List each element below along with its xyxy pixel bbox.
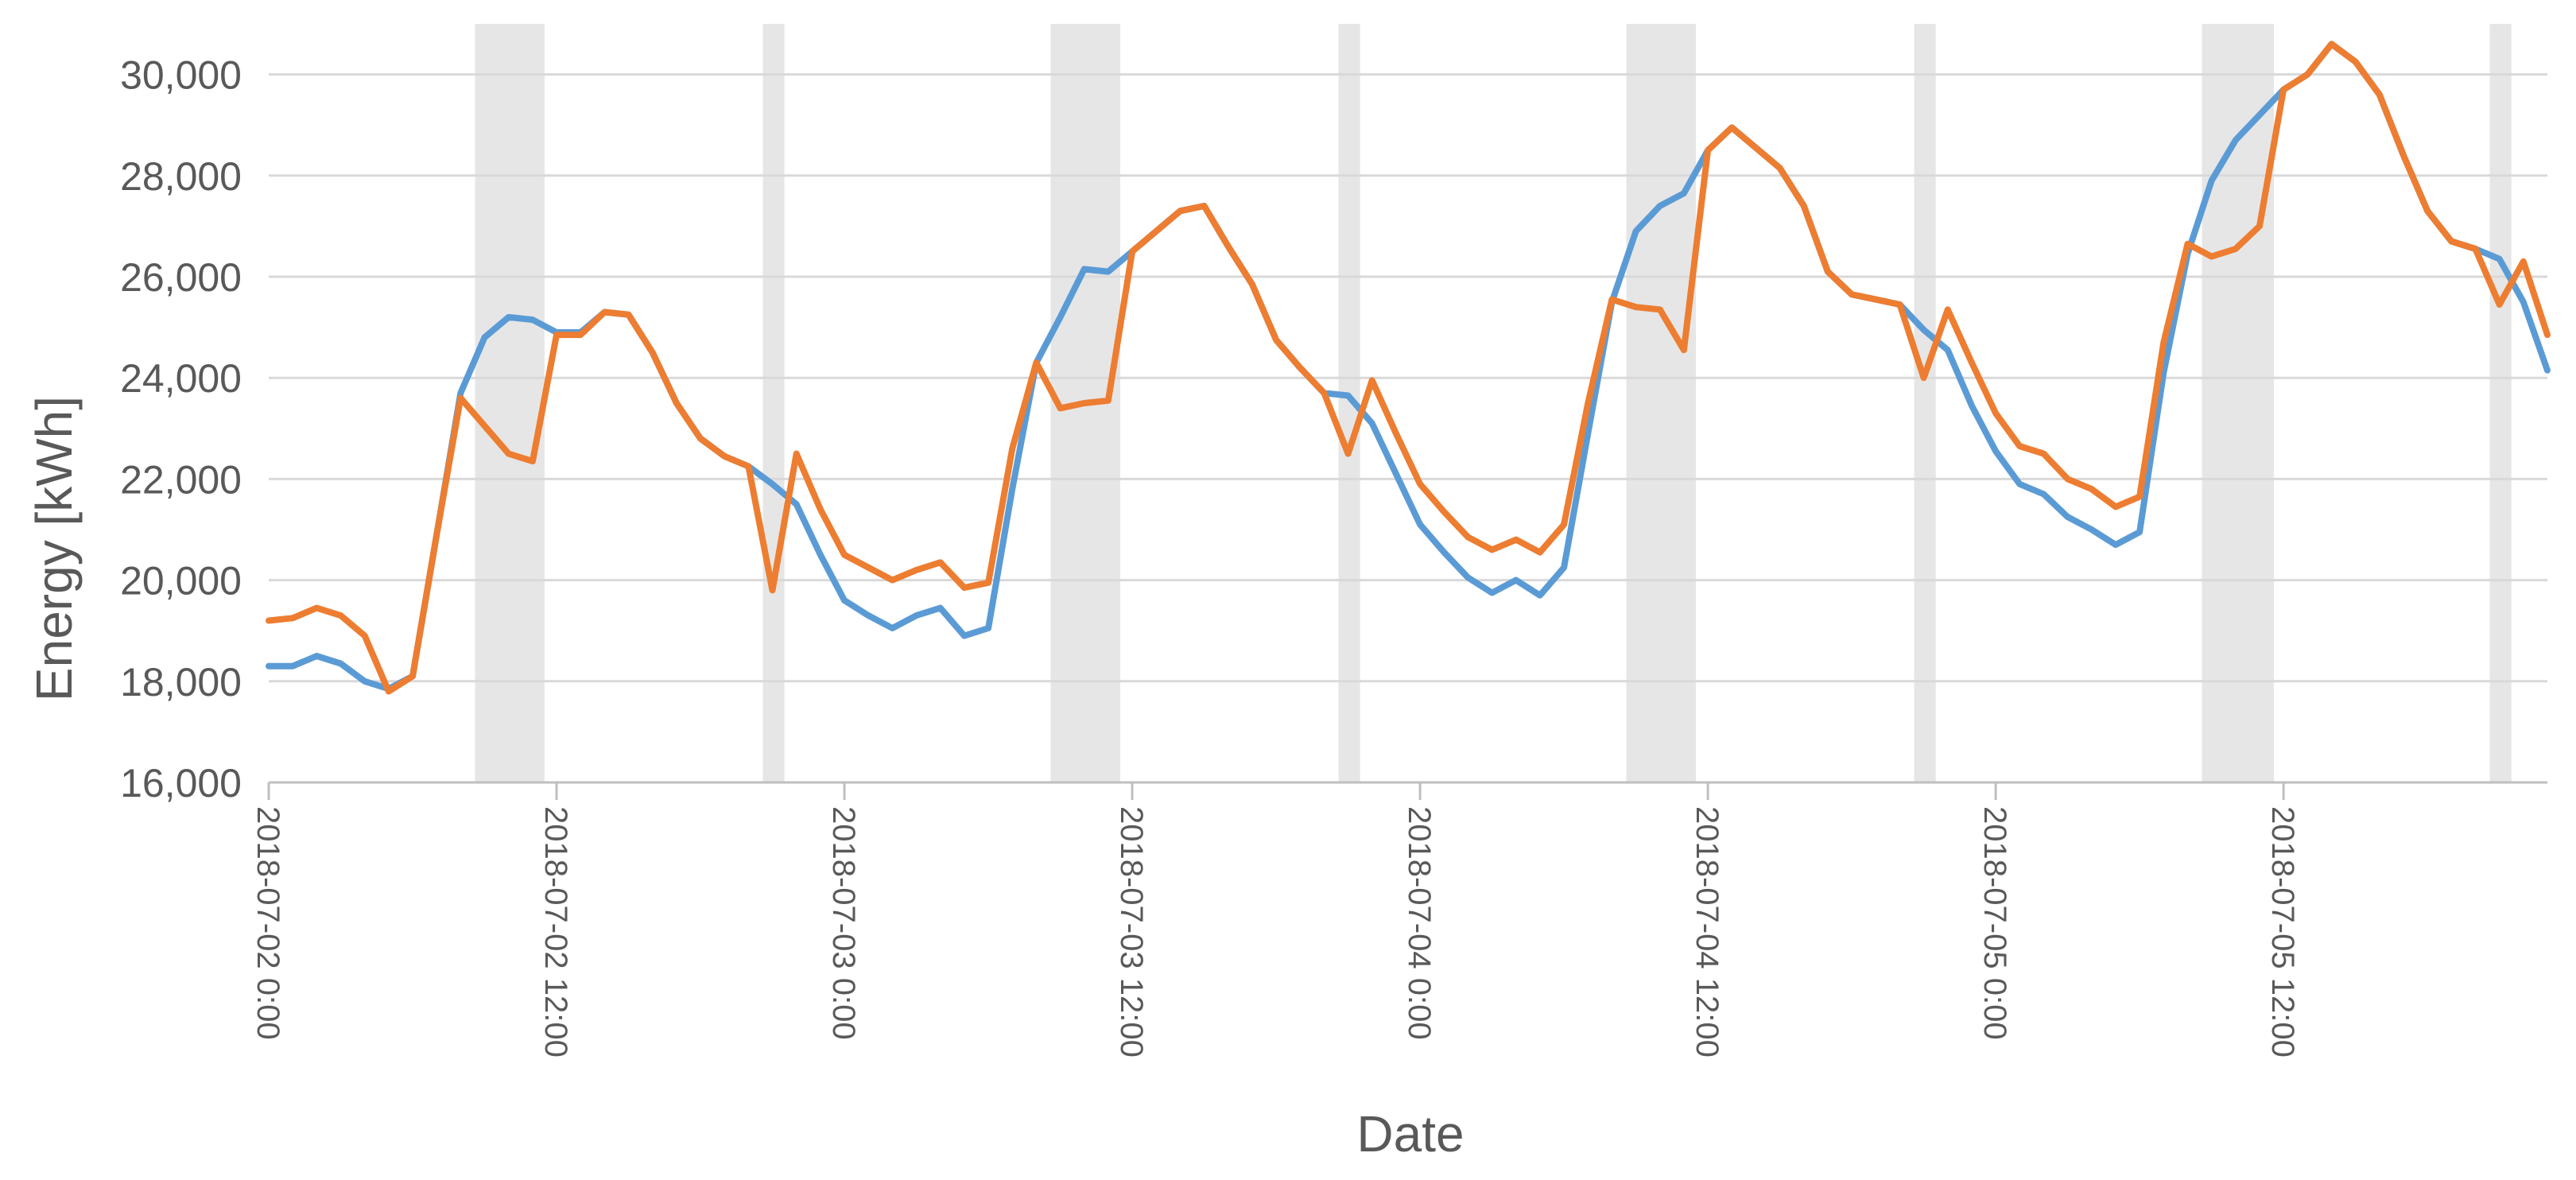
series-line-1 xyxy=(266,41,2551,695)
y-tick-label: 16,000 xyxy=(120,761,242,805)
axes xyxy=(267,781,2547,800)
y-tick-label: 22,000 xyxy=(120,457,242,502)
x-tick-label: 2018-07-03 12:00 xyxy=(1114,806,1149,1058)
y-tick-label: 28,000 xyxy=(120,154,242,199)
y-axis-ticks: 16,000 18,000 20,000 22,000 24,000 26,000 28,0… xyxy=(120,53,242,805)
x-tick-label: 2018-07-04 12:00 xyxy=(1690,806,1724,1058)
shaded-band-7 xyxy=(2489,24,2512,782)
x-axis-title: Date xyxy=(1356,1105,1464,1163)
shaded-band-6 xyxy=(2202,24,2275,782)
x-tick-label: 2018-07-02 0:00 xyxy=(250,806,285,1040)
series-layer xyxy=(266,41,2551,695)
y-axis-title: Energy [kWh] xyxy=(25,396,83,701)
x-axis-ticks: 2018-07-02 0:00 2018-07-02 12:00 2018-07-0… xyxy=(250,806,2300,1058)
x-tick-label: 2018-07-02 12:00 xyxy=(538,806,573,1058)
shaded-band-1 xyxy=(762,24,785,782)
y-tick-label: 26,000 xyxy=(120,255,242,300)
shaded-band-5 xyxy=(1914,24,1936,782)
shaded-band-4 xyxy=(1626,24,1697,782)
x-tick-label: 2018-07-04 0:00 xyxy=(1402,806,1437,1040)
y-tick-label: 18,000 xyxy=(120,660,242,705)
y-tick-label: 24,000 xyxy=(120,356,242,401)
y-tick-label: 20,000 xyxy=(120,559,242,604)
shaded-bands xyxy=(475,24,2512,782)
x-tick-label: 2018-07-05 0:00 xyxy=(1977,806,2012,1040)
x-tick-label: 2018-07-03 0:00 xyxy=(826,806,861,1040)
gridlines xyxy=(269,73,2547,683)
shaded-band-0 xyxy=(475,24,545,782)
y-tick-label: 30,000 xyxy=(120,53,242,98)
x-tick-label: 2018-07-05 12:00 xyxy=(2265,806,2300,1058)
